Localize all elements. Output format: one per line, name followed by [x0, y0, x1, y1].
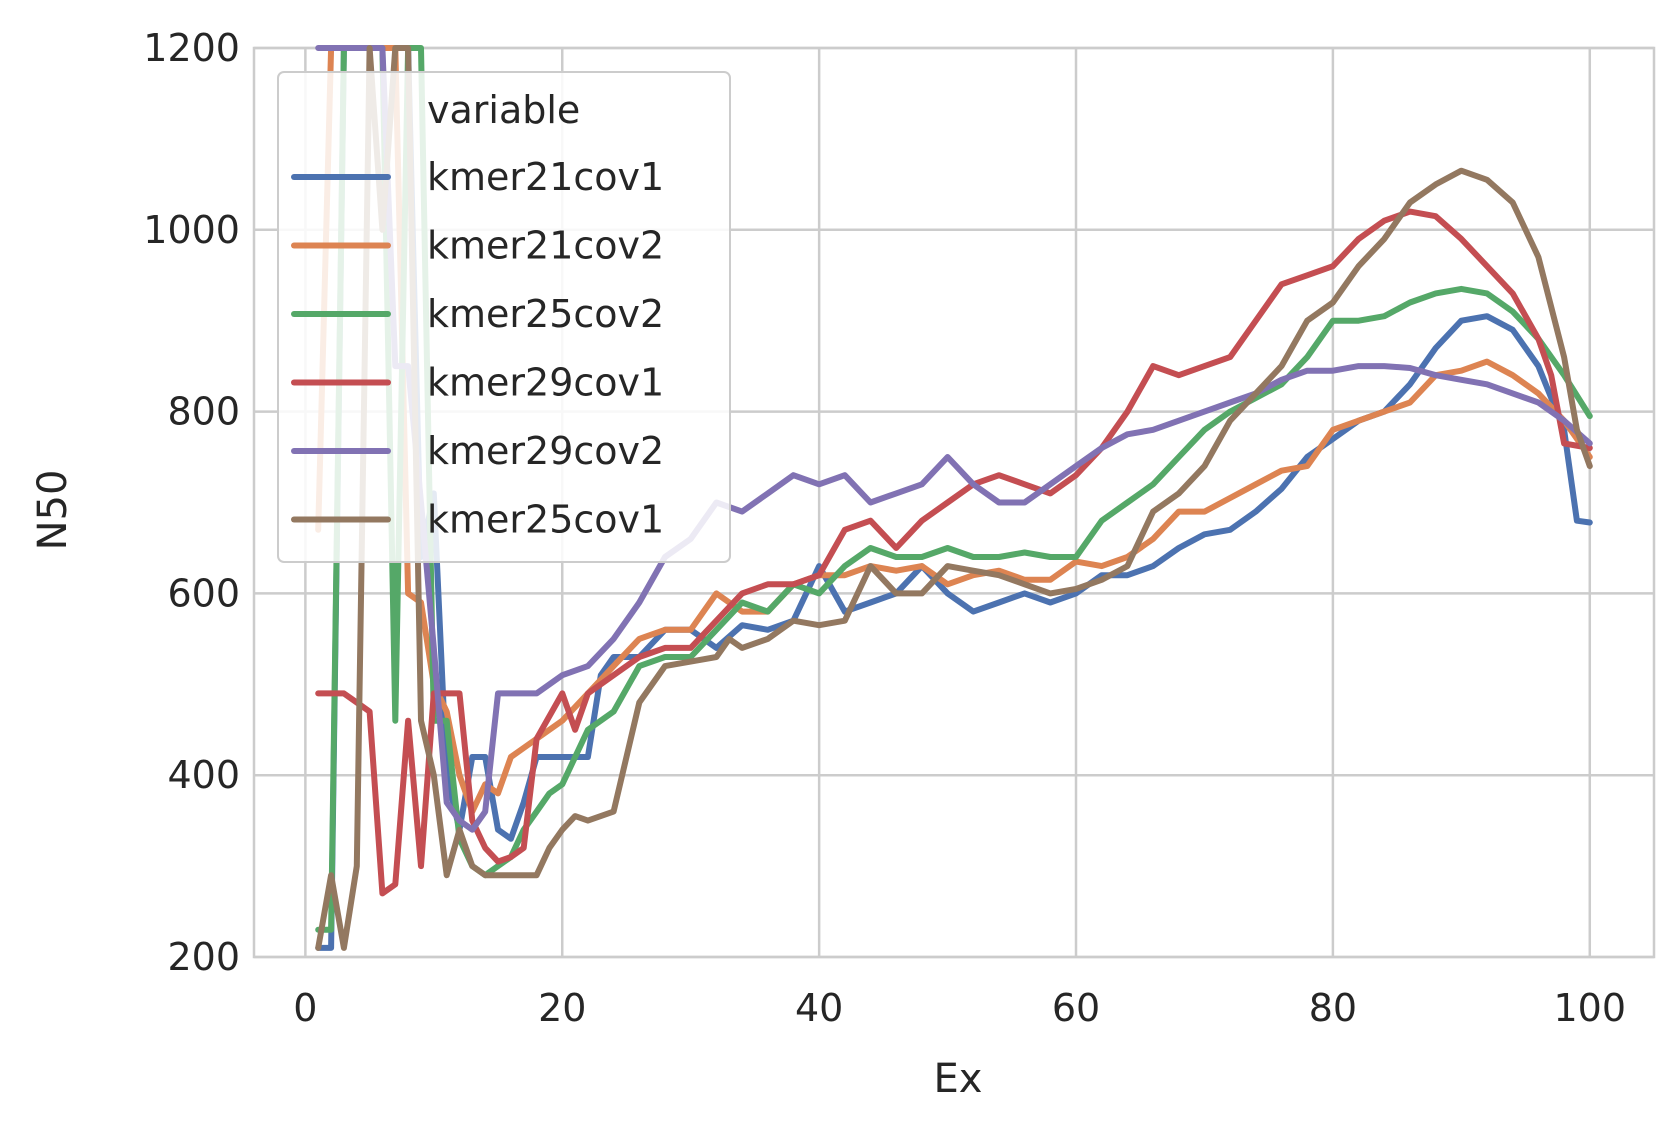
series-line-kmer29cov1 [315, 208, 1593, 897]
series-line-kmer29cov2 [315, 45, 1593, 833]
x-axis-label: Ex [934, 1056, 983, 1102]
plot-frame [252, 46, 1656, 959]
legend: variable kmer21cov1kmer21cov2kmer25cov2k… [277, 71, 731, 563]
legend-label: kmer25cov1 [427, 498, 664, 542]
series-line-kmer21cov2 [315, 45, 1593, 815]
x-tick-label: 60 [1052, 986, 1100, 1030]
x-tick-label: 80 [1309, 986, 1357, 1030]
legend-label: kmer29cov2 [427, 429, 664, 473]
legend-label: kmer29cov1 [427, 361, 664, 405]
legend-items: kmer21cov1 kmer21cov2 kmer25cov2 kmer29cov1… [291, 155, 664, 542]
y-tick-label: 400 [167, 753, 240, 797]
series-line-kmer25cov1 [315, 45, 1593, 951]
y-tick-labels: 200 400 600 800 1000 1200 [143, 26, 240, 979]
x-tick-labels: 0 20 40 60 80 100 [293, 986, 1626, 1030]
y-tick-label: 200 [167, 935, 240, 979]
legend-label: kmer21cov2 [427, 224, 664, 268]
x-tick-label: 0 [293, 986, 317, 1030]
legend-label: kmer21cov1 [427, 155, 664, 199]
y-tick-label: 800 [167, 390, 240, 434]
x-tick-label: 20 [538, 986, 586, 1030]
series-lines [315, 45, 1593, 951]
x-tick-label: 100 [1554, 986, 1627, 1030]
series-line-kmer25cov2 [315, 45, 1593, 933]
y-tick-label: 1000 [143, 208, 240, 252]
y-tick-label: 1200 [143, 26, 240, 70]
legend-box [277, 71, 731, 563]
legend-title: variable [427, 88, 580, 132]
legend-label: kmer25cov2 [427, 292, 664, 336]
y-axis-label: N50 [30, 470, 76, 551]
y-tick-label: 600 [167, 571, 240, 615]
x-tick-label: 40 [795, 986, 843, 1030]
